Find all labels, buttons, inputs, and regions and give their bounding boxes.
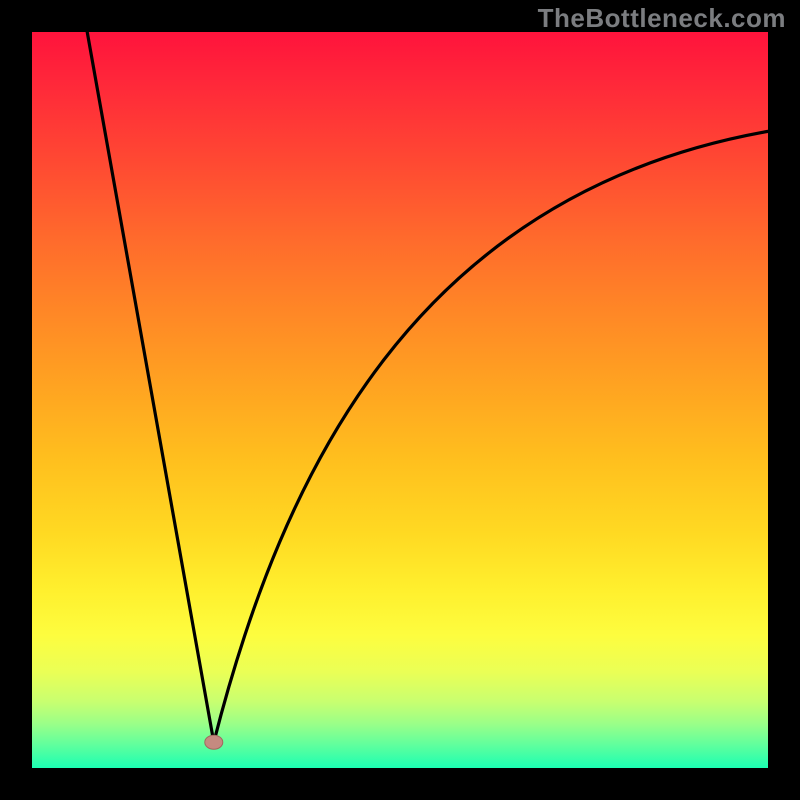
plot-area [32, 32, 768, 768]
watermark-text: TheBottleneck.com [538, 3, 786, 34]
vertex-marker [205, 735, 223, 749]
curve-layer [32, 32, 768, 768]
chart-frame: TheBottleneck.com [0, 0, 800, 800]
bottleneck-curve [87, 32, 768, 742]
